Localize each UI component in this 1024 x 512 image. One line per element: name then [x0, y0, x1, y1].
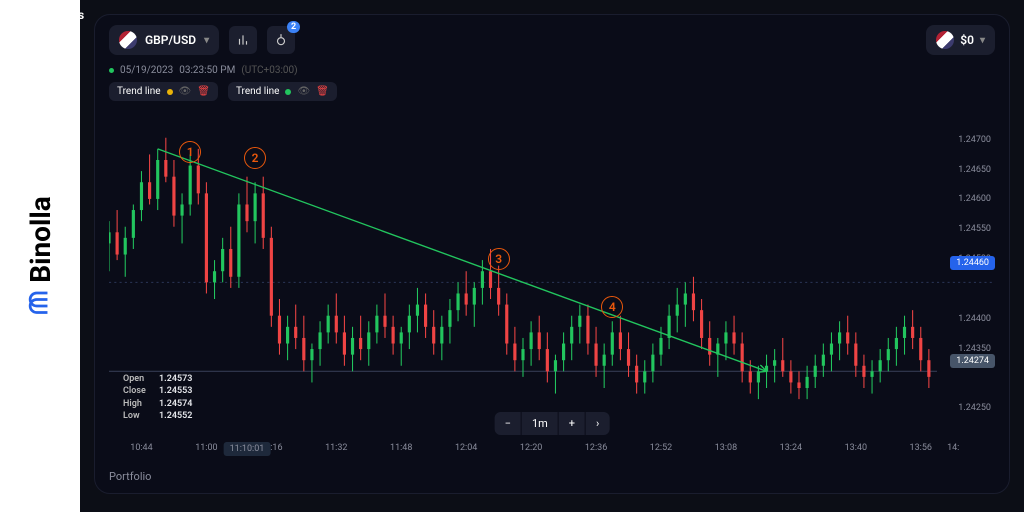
eye-icon[interactable]: 👁 — [297, 86, 310, 97]
chart-area[interactable]: 1 2 3 4 — [109, 110, 995, 438]
chart-annotation: 3 — [488, 248, 510, 270]
ohlc-readout: Open1.24573Close1.24553High1.24574Low1.2… — [123, 373, 192, 423]
currency-pair-selector[interactable]: GBP/USD ▾ — [109, 25, 219, 55]
indicator-chips: Trend line 👁 🗑 Trend line 👁 🗑 — [95, 82, 1009, 109]
chart-panel: GBP/USD ▾ $0 ▾ 05/19/2023 03:23:50 PM (U… — [94, 14, 1010, 494]
timeframe-control: − 1m + › — [495, 412, 610, 435]
indicator-chip[interactable]: Trend line 👁 🗑 — [228, 82, 337, 101]
top-toolbar: GBP/USD ▾ $0 ▾ — [95, 15, 1009, 65]
live-dot-icon — [109, 68, 114, 73]
time-marker: 11:10:01 — [224, 442, 271, 456]
color-dot-icon — [285, 89, 291, 95]
flag-icon — [936, 31, 954, 49]
chart-annotation: 4 — [601, 296, 623, 318]
price-tag: 1.24274 — [950, 354, 995, 368]
chevron-down-icon: ▾ — [980, 35, 985, 46]
delete-icon[interactable]: 🗑 — [197, 86, 210, 97]
branding-sidebar: Binolla — [0, 0, 80, 512]
indicator-name: Trend line — [117, 86, 161, 97]
timeframe-value[interactable]: 1m — [522, 412, 559, 435]
chevron-down-icon: ▾ — [204, 35, 209, 46]
flag-icon — [119, 31, 137, 49]
next-button[interactable]: › — [586, 412, 609, 435]
timestamp-bar: 05/19/2023 03:23:50 PM (UTC+03:00) — [95, 65, 1009, 82]
pair-label: GBP/USD — [145, 33, 196, 47]
x-axis-labels: 10:4411:0011:1611:3211:4812:0412:2012:36… — [109, 443, 995, 457]
balance-value: $0 — [960, 33, 974, 47]
chart-annotation: 2 — [244, 147, 266, 169]
indicator-chip[interactable]: Trend line 👁 🗑 — [109, 82, 218, 101]
balance-selector[interactable]: $0 ▾ — [926, 25, 995, 55]
cutoff-text: ts — [74, 8, 84, 22]
delete-icon[interactable]: 🗑 — [316, 86, 329, 97]
footer-tab-portfolio[interactable]: Portfolio — [109, 470, 151, 483]
brand-logo-icon — [25, 290, 55, 316]
price-tag: 1.24460 — [950, 256, 995, 270]
drawing-tools-button[interactable] — [267, 26, 295, 54]
eye-icon[interactable]: 👁 — [179, 86, 192, 97]
indicator-name: Trend line — [236, 86, 280, 97]
zoom-in-button[interactable]: + — [559, 412, 586, 435]
zoom-out-button[interactable]: − — [495, 412, 522, 435]
color-dot-icon — [167, 89, 173, 95]
brand-name: Binolla — [24, 196, 57, 283]
chart-annotation: 1 — [179, 141, 201, 163]
indicators-button[interactable] — [229, 26, 257, 54]
